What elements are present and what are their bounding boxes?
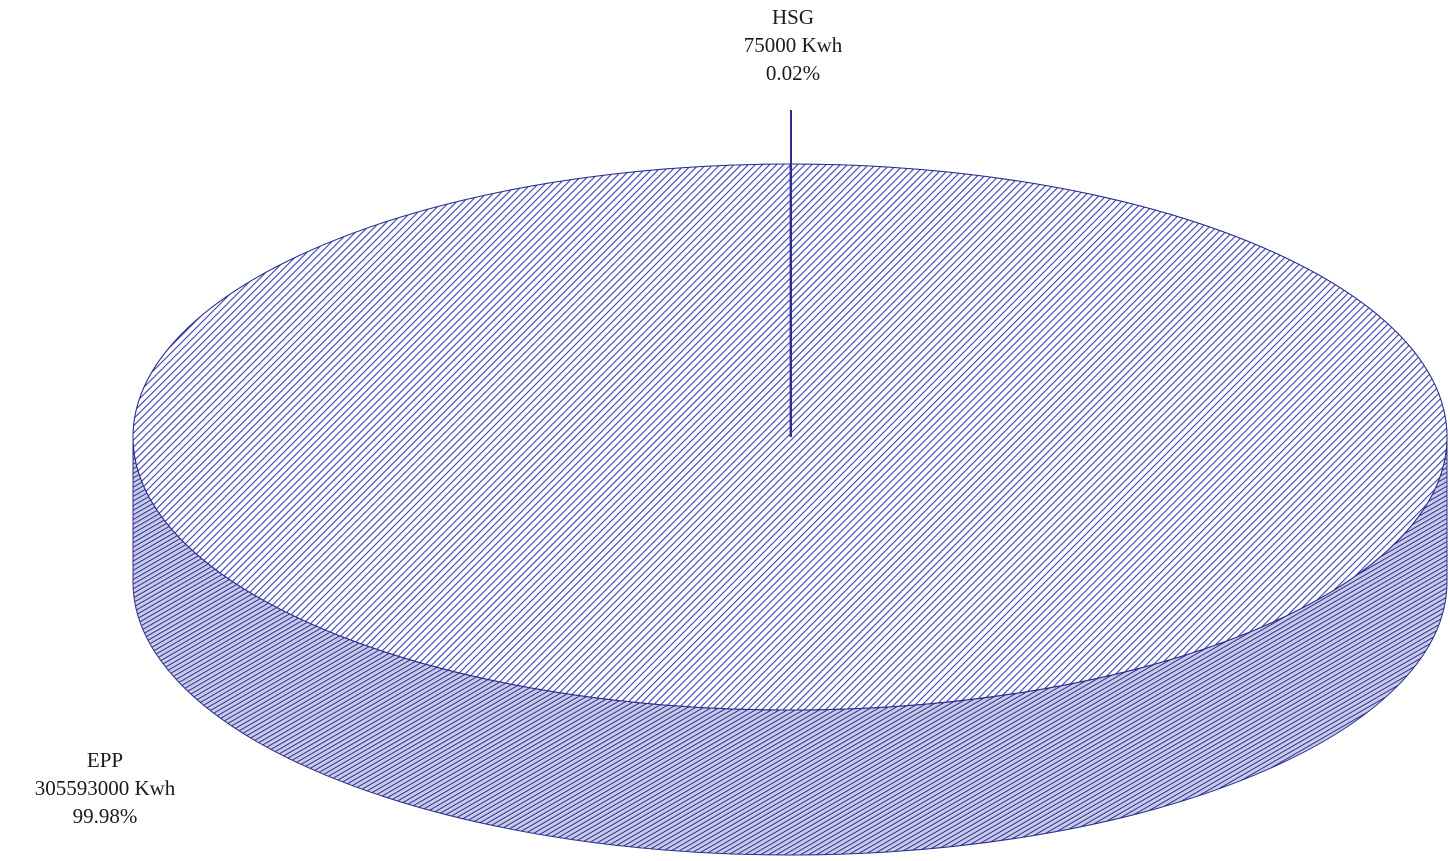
slice-label-epp: EPP 305593000 Kwh 99.98% — [5, 746, 205, 830]
slice-value-hsg: 75000 Kwh — [723, 31, 863, 59]
slice-label-hsg: HSG 75000 Kwh 0.02% — [723, 3, 863, 87]
slice-percent-hsg: 0.02% — [723, 59, 863, 87]
slice-name-epp: EPP — [5, 746, 205, 774]
slice-name-hsg: HSG — [723, 3, 863, 31]
slice-percent-epp: 99.98% — [5, 802, 205, 830]
slice-value-epp: 305593000 Kwh — [5, 774, 205, 802]
